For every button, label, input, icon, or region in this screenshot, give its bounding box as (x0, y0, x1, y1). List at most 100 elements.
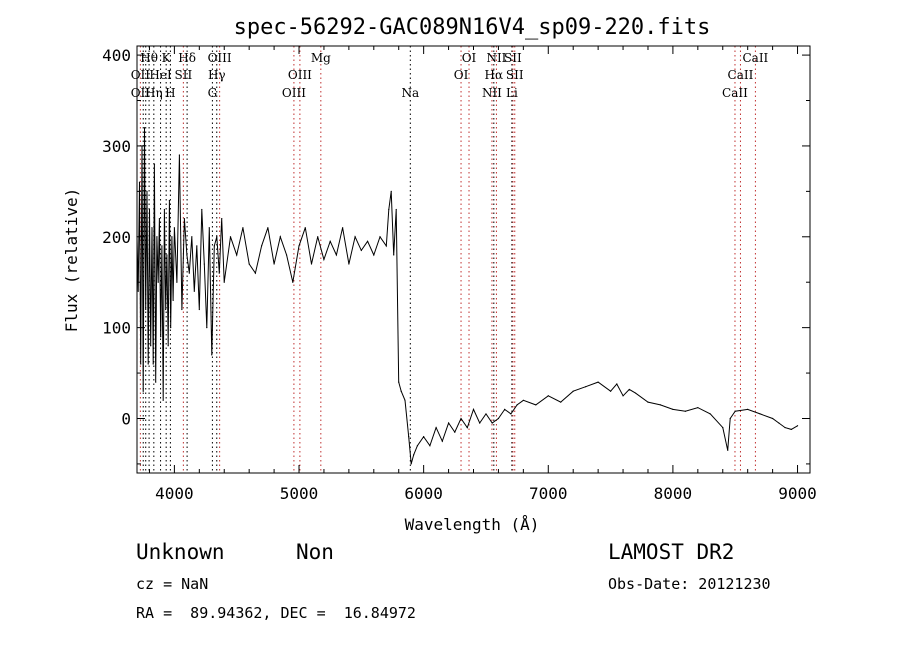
data-point (292, 281, 294, 283)
data-point (236, 254, 238, 256)
y-axis-label: Flux (relative) (62, 188, 81, 333)
data-point (535, 404, 537, 406)
data-point (354, 236, 356, 238)
data-point (772, 417, 774, 420)
line-label: G (208, 86, 218, 100)
data-point (193, 290, 195, 292)
y-tick-label: 300 (102, 137, 131, 156)
line-label: Hδ (178, 51, 196, 65)
line-label: CaII (728, 68, 754, 82)
data-point (183, 218, 185, 220)
data-point (659, 404, 662, 406)
data-point (158, 218, 161, 220)
line-label: SII (175, 68, 193, 82)
data-point (398, 381, 400, 383)
data-point (522, 399, 524, 401)
data-point (585, 386, 587, 388)
x-axis-label: Wavelength (Å) (405, 515, 540, 534)
data-point (211, 354, 213, 356)
data-point (162, 399, 164, 401)
data-point (143, 127, 146, 129)
data-point (178, 154, 180, 156)
data-point (242, 227, 244, 229)
data-point (137, 290, 139, 292)
data-point (466, 426, 468, 429)
data-point (140, 363, 142, 365)
line-label: NII (482, 86, 502, 100)
class-label: Unknown (136, 540, 225, 564)
data-point (460, 417, 462, 420)
data-point (329, 240, 331, 242)
data-point (229, 236, 232, 238)
line-label: Hη (145, 86, 163, 100)
data-point (171, 236, 173, 238)
data-point (373, 254, 375, 256)
data-point (366, 240, 369, 242)
line-label: H (165, 86, 175, 100)
data-point (441, 440, 443, 442)
data-point (138, 181, 141, 183)
line-label: K (162, 51, 172, 65)
data-point (147, 363, 149, 365)
data-point (206, 327, 208, 329)
line-label: SII (506, 68, 524, 82)
data-point (160, 336, 162, 338)
line-label: OII (131, 86, 151, 100)
data-point (317, 236, 319, 238)
data-point (684, 410, 686, 412)
line-label: HeI (149, 68, 172, 82)
data-point (248, 263, 250, 265)
data-point (747, 408, 749, 411)
redshift-label: cz = NaN (136, 575, 209, 593)
data-point (697, 406, 699, 409)
data-point (404, 399, 406, 401)
data-point (390, 190, 392, 192)
data-point (729, 417, 731, 420)
data-point (672, 408, 674, 411)
data-point (622, 395, 624, 397)
data-point (146, 190, 148, 192)
data-point (413, 454, 415, 456)
data-point (196, 245, 198, 247)
data-point (223, 281, 225, 283)
data-point (348, 263, 350, 265)
data-point (609, 390, 612, 392)
line-label: CaII (722, 86, 748, 100)
x-tick-label: 4000 (155, 484, 194, 503)
data-point (790, 428, 792, 430)
data-point (796, 425, 799, 427)
data-point (172, 299, 174, 301)
data-point (156, 236, 158, 238)
line-label: CaII (742, 51, 768, 65)
data-point (393, 254, 395, 256)
x-tick-label: 9000 (778, 484, 817, 503)
data-point (388, 208, 390, 211)
obs-date-label: Obs-Date: 20121230 (608, 575, 771, 593)
data-point (416, 445, 419, 447)
line-label: OII (131, 68, 151, 82)
data-point (267, 227, 269, 229)
data-point (304, 227, 306, 229)
data-point (560, 401, 562, 403)
chart-title: spec-56292-GAC089N16V4_sp09-220.fits (234, 15, 711, 40)
data-point (167, 345, 169, 347)
data-point (400, 390, 402, 392)
data-point (379, 236, 381, 238)
data-point (634, 392, 637, 394)
data-point (784, 426, 786, 429)
coordinates-label: RA = 89.94362, DEC = 16.84972 (136, 604, 416, 622)
line-label: OI (454, 68, 469, 82)
x-tick-label: 6000 (404, 484, 443, 503)
data-point (454, 431, 456, 433)
data-point (165, 308, 167, 311)
line-label: OI (462, 51, 477, 65)
data-point (342, 227, 344, 229)
line-label: OIII (282, 86, 306, 100)
line-label: Hα (485, 68, 504, 82)
data-point (285, 254, 288, 256)
series-line (136, 127, 798, 465)
data-point (435, 426, 437, 429)
data-point (310, 263, 313, 265)
data-point (148, 208, 151, 211)
data-point (323, 258, 325, 261)
